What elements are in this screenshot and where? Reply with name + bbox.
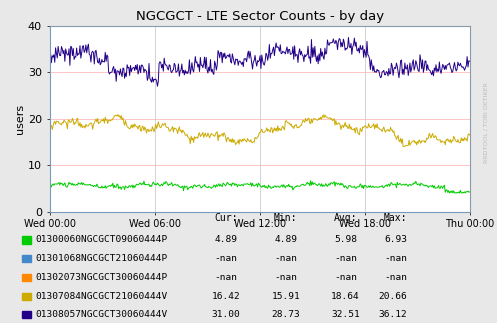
Text: -nan: -nan: [385, 254, 408, 263]
Text: -nan: -nan: [334, 254, 357, 263]
Text: 36.12: 36.12: [379, 310, 408, 319]
Text: 5.98: 5.98: [334, 235, 357, 245]
Text: 28.73: 28.73: [271, 310, 300, 319]
Text: 01302073NGCGCT30060444P: 01302073NGCGCT30060444P: [35, 273, 167, 282]
Text: -nan: -nan: [385, 273, 408, 282]
Text: -nan: -nan: [215, 254, 238, 263]
Text: 6.93: 6.93: [385, 235, 408, 245]
Text: 01308057NGCGCT30060444V: 01308057NGCGCT30060444V: [35, 310, 167, 319]
Text: -nan: -nan: [215, 273, 238, 282]
Text: 18.64: 18.64: [331, 292, 360, 301]
Text: 20.66: 20.66: [379, 292, 408, 301]
Text: -nan: -nan: [334, 273, 357, 282]
Text: -nan: -nan: [274, 254, 297, 263]
Text: 01300060NGCGCT09060444P: 01300060NGCGCT09060444P: [35, 235, 167, 245]
Y-axis label: users: users: [15, 104, 25, 134]
Text: 31.00: 31.00: [212, 310, 241, 319]
Text: Min:: Min:: [274, 213, 298, 223]
Text: 01307084NGCGCT21060444V: 01307084NGCGCT21060444V: [35, 292, 167, 301]
Text: 16.42: 16.42: [212, 292, 241, 301]
Text: 4.89: 4.89: [274, 235, 297, 245]
Text: -nan: -nan: [274, 273, 297, 282]
Text: Max:: Max:: [384, 213, 408, 223]
Text: Avg:: Avg:: [333, 213, 357, 223]
Text: 15.91: 15.91: [271, 292, 300, 301]
Text: 01301068NGCGCT21060444P: 01301068NGCGCT21060444P: [35, 254, 167, 263]
Text: 32.51: 32.51: [331, 310, 360, 319]
Text: RRDTOOL / TOBI OETIKER: RRDTOOL / TOBI OETIKER: [484, 82, 489, 163]
Title: NGCGCT - LTE Sector Counts - by day: NGCGCT - LTE Sector Counts - by day: [136, 10, 384, 23]
Text: 4.89: 4.89: [215, 235, 238, 245]
Text: Cur:: Cur:: [214, 213, 238, 223]
